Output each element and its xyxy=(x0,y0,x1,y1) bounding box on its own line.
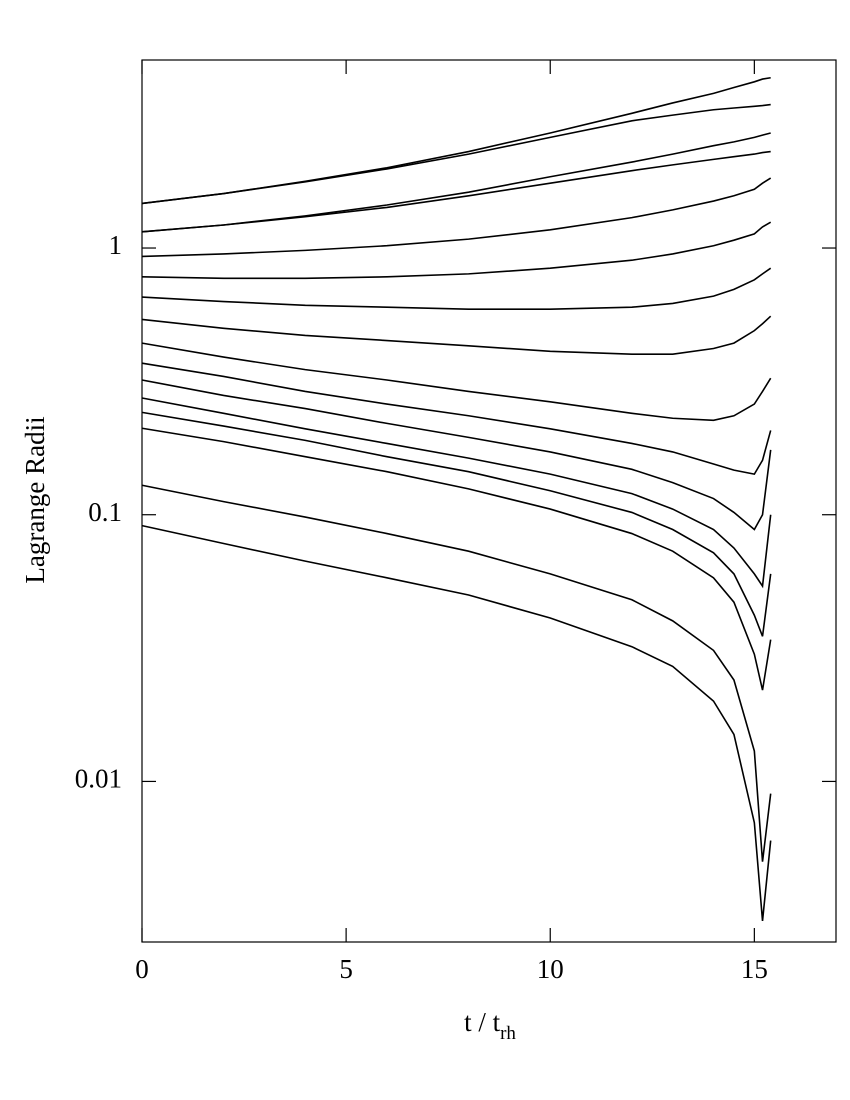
series-line xyxy=(141,397,772,589)
plot-frame xyxy=(141,59,837,943)
series-line xyxy=(141,484,772,862)
y-tick-label: 0.01 xyxy=(75,764,122,794)
series-line xyxy=(141,177,772,258)
series-line xyxy=(141,379,772,531)
x-axis-label-main: t / t xyxy=(464,1007,501,1037)
series-line xyxy=(141,411,772,637)
y-tick-label: 1 xyxy=(109,230,123,260)
x-tick-label: 15 xyxy=(741,954,768,984)
x-tick-label: 0 xyxy=(135,954,149,984)
x-axis-label: t / trh xyxy=(464,1007,516,1044)
series-line xyxy=(141,267,772,310)
series-line xyxy=(141,132,771,233)
series-line xyxy=(141,76,771,205)
series-line xyxy=(141,342,772,422)
series-line xyxy=(141,221,772,280)
series-line xyxy=(141,524,772,921)
y-axis-label: Lagrange Radii xyxy=(20,416,50,583)
x-tick-label: 10 xyxy=(537,954,564,984)
series-line xyxy=(141,427,772,691)
series-line xyxy=(141,362,772,476)
y-tick-label: 0.1 xyxy=(88,497,122,527)
series-line xyxy=(141,150,771,233)
series-line xyxy=(141,315,772,355)
x-tick-label: 5 xyxy=(339,954,353,984)
series-line xyxy=(141,103,771,205)
x-axis-label-sub: rh xyxy=(500,1023,516,1044)
